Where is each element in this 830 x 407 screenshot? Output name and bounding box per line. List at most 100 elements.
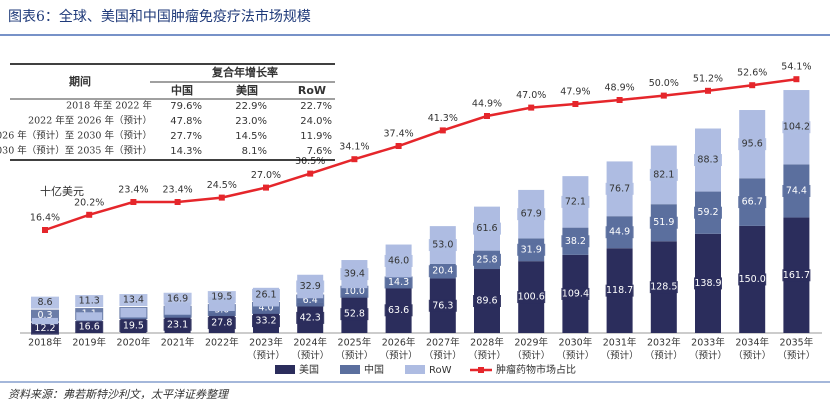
table-cell: 2018 年至 2022 年 <box>66 100 152 112</box>
value-label: 88.3 <box>697 155 718 166</box>
value-label: 51.9 <box>653 217 674 228</box>
line-value-label: 47.0% <box>516 90 546 101</box>
value-label-box <box>163 292 192 305</box>
x-tick-sublabel: （预计） <box>556 350 594 362</box>
x-tick-label: 2020年 <box>117 337 151 349</box>
value-label-box <box>340 308 369 321</box>
x-tick-label: 2029年 <box>514 337 548 349</box>
value-label: 161.7 <box>783 270 810 281</box>
value-label: 16.6 <box>79 322 100 333</box>
value-label: 42.3 <box>300 312 321 323</box>
value-label-box <box>252 315 280 328</box>
chart-title: 图表6：全球、美国和中国肿瘤免疫疗法市场规模 <box>8 8 311 25</box>
value-label-box <box>782 121 811 134</box>
value-label-box <box>384 276 413 289</box>
value-label-box <box>649 281 678 294</box>
value-label: 11.3 <box>79 296 100 307</box>
table-header: 期间 <box>69 74 91 88</box>
value-label: 61.6 <box>476 223 497 234</box>
x-tick-label: 2019年 <box>72 337 106 349</box>
x-tick-label: 2031年 <box>603 337 637 349</box>
value-label: 104.2 <box>783 122 810 133</box>
x-tick-label: 2018年 <box>28 337 62 349</box>
x-tick-sublabel: （预计） <box>733 350 771 362</box>
value-label-box <box>384 254 413 267</box>
value-label-box <box>605 226 634 239</box>
line-value-label: 23.4% <box>118 185 148 196</box>
value-label: 14.3 <box>388 277 409 288</box>
x-tick-label: 2026年 <box>382 337 416 349</box>
x-tick-sublabel: （预计） <box>512 350 550 362</box>
x-tick-sublabel: （预计） <box>380 350 418 362</box>
x-tick-label: 2034年 <box>735 337 769 349</box>
table-cell: 11.9% <box>300 131 332 142</box>
value-label: 38.2 <box>565 236 586 247</box>
legend-swatch <box>405 365 425 374</box>
value-label: 53.0 <box>432 240 453 251</box>
value-label-box <box>75 295 104 308</box>
table-cell: 8.1% <box>242 146 267 157</box>
value-label-box <box>340 285 369 298</box>
line-value-label: 20.2% <box>74 197 104 208</box>
value-label-box <box>428 239 457 252</box>
value-label: 63.6 <box>388 305 409 316</box>
value-label-box <box>605 182 634 195</box>
value-label: 16.9 <box>167 293 188 304</box>
value-label: 20.4 <box>432 266 453 277</box>
value-label: 138.9 <box>694 278 721 289</box>
table-header: 中国 <box>171 83 193 97</box>
value-label: 95.6 <box>742 139 763 150</box>
legend-label: 美国 <box>299 363 319 376</box>
value-label-box <box>473 222 501 235</box>
value-label: 8.6 <box>37 297 52 308</box>
value-label-box <box>694 277 722 290</box>
line-marker <box>705 87 711 94</box>
value-label-box <box>561 195 590 208</box>
x-tick-sublabel: （预计） <box>247 350 285 362</box>
table-cell: 47.8% <box>170 116 202 127</box>
line-marker <box>307 170 314 177</box>
line-value-label: 48.9% <box>605 83 635 94</box>
line-marker <box>86 211 93 218</box>
table-cell: 23.0% <box>235 116 267 127</box>
line-value-label: 50.0% <box>649 78 679 89</box>
x-tick-sublabel: （预计） <box>424 350 462 362</box>
line-marker <box>174 199 181 205</box>
value-label: 19.5 <box>211 292 232 303</box>
x-tick-label: 2025年 <box>338 337 372 349</box>
value-label: 89.6 <box>476 296 497 307</box>
line-value-label: 37.4% <box>384 129 414 140</box>
value-label-box <box>384 304 413 317</box>
line-marker <box>749 82 756 89</box>
line-marker <box>42 227 48 233</box>
legend-label: RoW <box>429 365 452 376</box>
value-label-box <box>694 206 722 219</box>
line-value-label: 54.1% <box>781 62 811 73</box>
line-marker <box>351 156 358 163</box>
value-label: 12.2 <box>34 323 55 334</box>
value-label: 76.7 <box>609 183 630 194</box>
line-marker <box>395 143 402 149</box>
value-label-box <box>207 291 236 304</box>
legend-marker <box>478 367 484 373</box>
value-label: 52.8 <box>344 309 365 320</box>
value-label: 67.9 <box>521 209 542 220</box>
line-marker <box>263 184 269 191</box>
line-marker <box>439 127 446 134</box>
value-label-box <box>473 253 501 266</box>
source: 资料来源：弗若斯特沙利文，太平洋证券整理 <box>8 388 230 401</box>
x-tick-label: 2028年 <box>470 337 504 349</box>
x-tick-label: 2021年 <box>161 337 195 349</box>
value-label-box <box>694 154 722 167</box>
line-value-label: 47.9% <box>560 87 590 98</box>
value-label-box <box>119 320 148 333</box>
value-label-box <box>738 273 767 286</box>
value-label: 32.9 <box>300 281 321 292</box>
value-label: 76.3 <box>432 300 453 311</box>
bar-segment <box>32 317 58 325</box>
line-marker <box>528 104 535 111</box>
value-label: 23.1 <box>167 319 188 330</box>
table-cell: 2026 年（预计）至 2030 年（预计） <box>0 130 152 142</box>
table-cell: 22.9% <box>235 101 267 112</box>
table-cell: 14.3% <box>170 146 202 157</box>
